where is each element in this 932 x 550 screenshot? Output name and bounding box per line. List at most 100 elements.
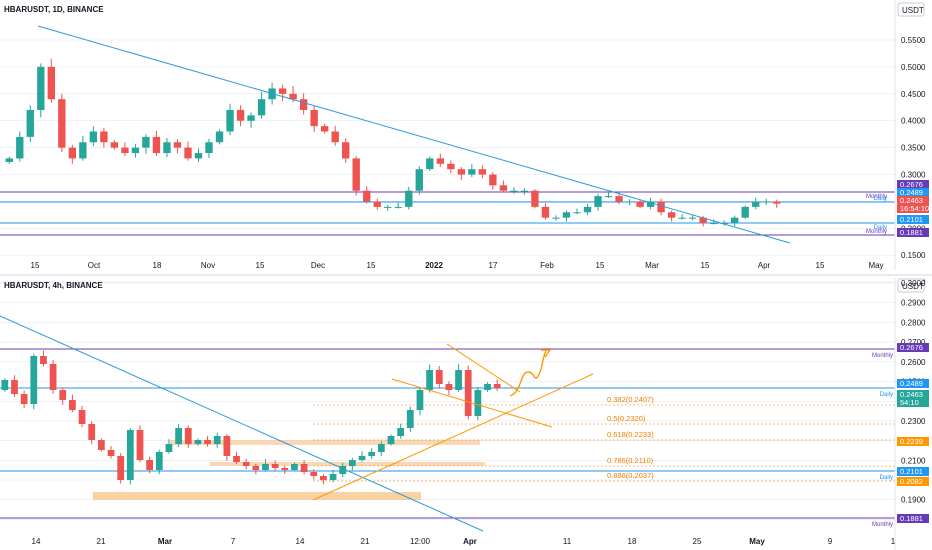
top-x-tick-label: 2022 [425, 261, 443, 270]
bottom-zone-low [93, 492, 421, 500]
top-candle-body [310, 109, 318, 127]
bottom-price-tag-bg [897, 379, 929, 388]
bottom-price-tag-bg [897, 398, 929, 407]
bottom-candle-body [242, 462, 250, 466]
bottom-chart-panel[interactable]: 0.382(0.2407) 0.5(0.2320) 0.618(0.2233) 0.7… [0, 278, 929, 550]
top-x-tick-label: 15 [701, 261, 710, 270]
top-candle-body [394, 206, 402, 208]
top-x-tick-label: May [868, 261, 883, 270]
top-candle-body [541, 206, 550, 218]
top-currency-badge[interactable]: USDT [897, 2, 925, 17]
top-candle-body [436, 158, 444, 164]
bottom-currency-badge[interactable]: USDT [897, 278, 925, 293]
arrow-head-icon [541, 349, 552, 358]
top-candle-body [331, 131, 339, 143]
top-candle-body [520, 190, 529, 192]
top-time-axis[interactable]: 15 Oct 18 Nov 15 Dec 15 2022 17 Feb 15 Mar 15 Apr 15 Ma… [31, 261, 884, 270]
bottom-price-tag-bg [897, 477, 929, 486]
top-candle-body [657, 201, 665, 213]
top-candle-body [457, 169, 466, 175]
bottom-x-tick-label: 14 [32, 537, 41, 546]
bottom-x-tick-label: 25 [693, 537, 702, 546]
bottom-candle-body [416, 390, 424, 410]
top-candle-body [110, 142, 119, 148]
top-price-tag: 16:54:10 [900, 204, 929, 213]
top-price-tag-bg [897, 188, 929, 197]
bottom-candle-body [435, 370, 443, 384]
bottom-trendline [0, 315, 484, 532]
top-price-tag: 0.1881 [900, 228, 923, 237]
top-candle-body [688, 217, 697, 219]
top-candle-body [373, 201, 381, 207]
top-y-tick-label: 0.3000 [901, 171, 926, 180]
top-candle-body [478, 169, 487, 175]
bottom-candle-body [11, 380, 18, 394]
top-candle-body [384, 206, 392, 208]
top-candle-body [667, 212, 676, 218]
bottom-candle-body [300, 464, 308, 472]
top-candle-body [447, 163, 455, 170]
bottom-candle-body [329, 474, 337, 480]
top-candle-body [489, 174, 497, 186]
top-candle-body [278, 88, 287, 94]
bottom-candle-body [310, 472, 318, 476]
bottom-price-tag-bg [897, 437, 929, 446]
bottom-candle-body [252, 466, 260, 470]
bottom-fib-label: 0.5(0.2320) [607, 414, 646, 423]
bottom-candle-body [204, 440, 211, 444]
top-candle-body [468, 169, 476, 175]
bottom-zone-upper [210, 462, 485, 466]
bottom-chart-title: HBARUSDT, 4h, BINANCE [4, 281, 103, 290]
top-candle-body [100, 131, 108, 143]
bottom-candles [1, 350, 501, 485]
top-candle-body [320, 126, 329, 132]
top-candle-body [531, 190, 539, 207]
top-chart-title: HBARUSDT, 1D, BINANCE [4, 5, 104, 14]
bottom-x-tick-label: 12:00 [410, 537, 431, 546]
bottom-candle-body [117, 456, 125, 480]
top-candle-body [247, 115, 255, 121]
top-price-axis[interactable]: 0.55000.50000.45000.40000.35000.30000.25… [901, 36, 926, 287]
top-candle-body [405, 190, 413, 207]
top-candle-body [215, 131, 224, 143]
top-candle-body [68, 147, 77, 159]
bottom-price-tag: 0.2489 [900, 379, 923, 388]
bottom-wedge-top [446, 343, 521, 393]
bottom-candle-body [387, 436, 395, 444]
top-candle-body [699, 217, 707, 224]
bottom-y-tick-label: 0.2700 [901, 338, 926, 347]
bottom-candle-body [464, 370, 472, 416]
top-candle-body [89, 131, 98, 143]
top-x-tick-label: Mar [645, 261, 659, 270]
top-level-label: Monthly [866, 194, 887, 200]
bottom-x-tick-label: May [749, 537, 765, 546]
bottom-time-axis[interactable]: 14 21 Mar 7 14 21 12:00 Apr 11 18 25 May 9 1 [32, 537, 896, 546]
top-candle-body [625, 201, 634, 203]
bottom-candle-body [88, 424, 96, 440]
top-level-label: Daily [874, 196, 887, 202]
top-x-tick-label: Feb [540, 261, 554, 270]
bottom-x-tick-label: 21 [361, 537, 370, 546]
top-candle-body [58, 99, 66, 148]
top-candle-body [152, 136, 161, 154]
top-candle-body [184, 147, 192, 159]
bottom-candle-body [175, 428, 182, 444]
bottom-candle-body [281, 468, 289, 470]
bottom-wedge-cross [391, 378, 553, 428]
top-x-tick-label: Apr [758, 261, 771, 270]
top-candle-body [342, 142, 350, 159]
bottom-candle-body [1, 380, 9, 390]
top-x-tick-label: 17 [489, 261, 498, 270]
top-levels [0, 191, 895, 236]
bottom-candle-body [455, 370, 462, 390]
top-candle-body [604, 196, 613, 198]
top-candle-body [16, 136, 24, 159]
top-candle-body [226, 109, 234, 132]
top-price-tag: 0.2489 [900, 188, 923, 197]
bottom-candle-body [126, 430, 134, 480]
top-price-tag-bg [897, 228, 929, 237]
top-candle-body [37, 66, 45, 110]
bottom-y-tick-label: 0.1900 [901, 496, 926, 505]
top-candle-body [173, 142, 182, 148]
